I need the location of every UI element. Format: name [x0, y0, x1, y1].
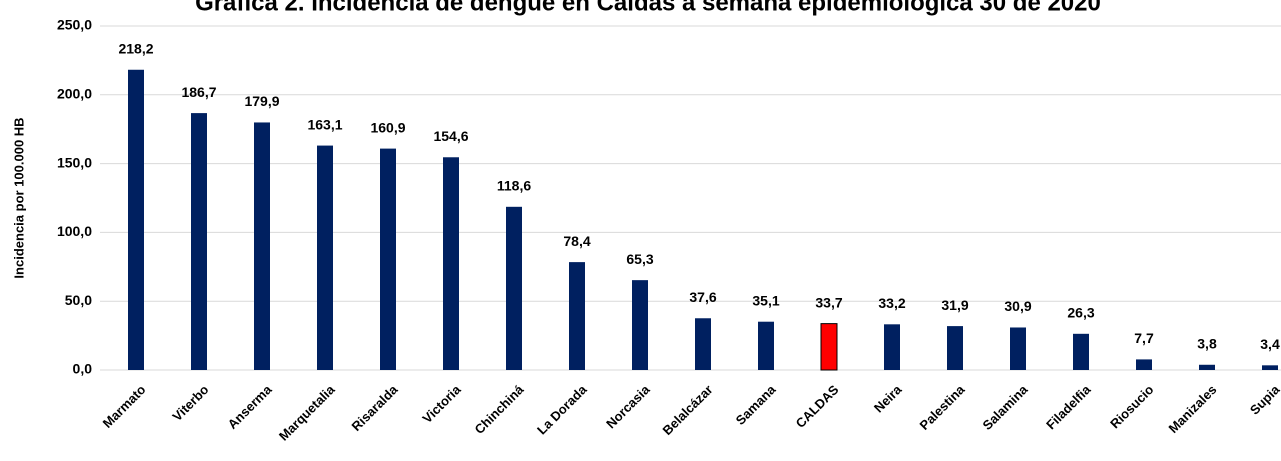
x-tick-label: Belalcázar [659, 382, 715, 438]
data-label: 118,6 [497, 178, 531, 194]
y-tick-label: 50,0 [65, 292, 92, 308]
chart-title: Gráfica 2. Incidencia de dengue en Calda… [195, 0, 1101, 16]
bar [1073, 333, 1089, 370]
data-label: 154,6 [433, 128, 468, 144]
bar [1010, 327, 1026, 370]
x-tick-label: Victoria [419, 381, 464, 426]
data-label: 31,9 [941, 297, 968, 313]
x-tick-label: Anserma [225, 381, 275, 431]
data-label: 160,9 [370, 119, 405, 135]
bar [884, 324, 900, 370]
data-label: 26,3 [1067, 305, 1094, 321]
x-tick-label: Norcasia [603, 381, 653, 431]
x-tick-label: Salamina [980, 381, 1032, 433]
y-tick-label: 250,0 [57, 17, 92, 33]
x-tick-label: Chinchiná [472, 381, 528, 437]
data-label: 7,7 [1134, 330, 1154, 346]
data-label: 33,7 [815, 294, 842, 310]
bar [506, 206, 522, 370]
data-label: 3,8 [1197, 335, 1217, 351]
bar [380, 148, 396, 370]
x-tick-label: Supia [1247, 381, 1281, 417]
data-label: 78,4 [563, 233, 590, 249]
y-tick-label: 200,0 [57, 86, 92, 102]
bar [947, 326, 963, 370]
bar [1199, 364, 1215, 370]
x-tick-label: Viterbo [169, 382, 211, 424]
data-label: 33,2 [878, 295, 905, 311]
data-label: 179,9 [244, 93, 279, 109]
bar [317, 145, 333, 370]
data-label: 37,6 [689, 289, 716, 305]
bar [1262, 365, 1278, 370]
bar [128, 69, 144, 370]
data-label: 186,7 [181, 84, 216, 100]
data-label: 65,3 [626, 251, 653, 267]
x-tick-label: Risaralda [349, 381, 402, 434]
bar [695, 318, 711, 370]
x-tick-label: Filadelfia [1043, 381, 1094, 432]
data-label: 218,2 [118, 40, 153, 56]
bar [191, 113, 207, 370]
bar [443, 157, 459, 370]
y-tick-label: 100,0 [57, 223, 92, 239]
data-label: 163,1 [307, 116, 342, 132]
bar [632, 280, 648, 370]
x-tick-label: Manizales [1166, 382, 1220, 436]
x-tick-label: Marmato [100, 382, 149, 431]
bar [820, 323, 838, 371]
x-tick-label: La Dorada [534, 381, 590, 437]
x-tick-label: Riosucio [1107, 382, 1156, 431]
x-tick-label: Marquetalia [276, 381, 338, 443]
x-tick-label: Palestina [917, 381, 969, 433]
bar [569, 262, 585, 370]
y-tick-label: 0,0 [73, 361, 93, 377]
y-axis-label: Incidencia por 100.000 HB [11, 117, 26, 278]
data-label: 35,1 [752, 292, 779, 308]
x-tick-label: Neira [871, 381, 905, 415]
data-label: 3,4 [1260, 336, 1280, 352]
x-tick-label: Samana [733, 381, 779, 427]
y-tick-label: 150,0 [57, 154, 92, 170]
bar [758, 321, 774, 370]
bar [1136, 359, 1152, 370]
data-label: 30,9 [1004, 298, 1031, 314]
x-tick-label: CALDAS [793, 382, 842, 431]
bar [254, 122, 270, 370]
